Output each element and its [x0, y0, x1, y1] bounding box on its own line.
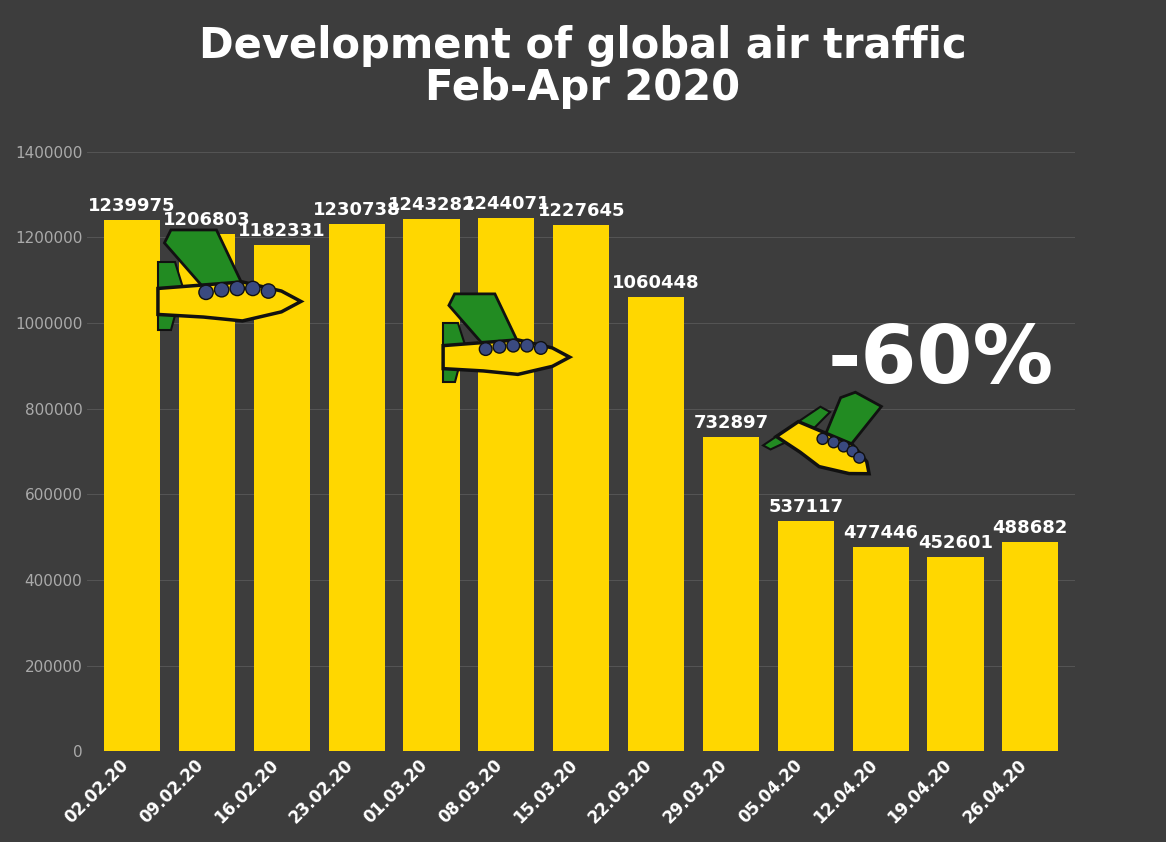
Text: 1182331: 1182331 — [238, 221, 325, 240]
Ellipse shape — [817, 434, 828, 445]
Ellipse shape — [493, 340, 506, 353]
Bar — [553, 226, 610, 751]
Ellipse shape — [246, 281, 260, 296]
Bar — [927, 557, 984, 751]
Bar — [178, 234, 236, 751]
Text: 1206803: 1206803 — [163, 211, 251, 229]
Ellipse shape — [199, 285, 213, 300]
Ellipse shape — [479, 343, 492, 355]
Bar — [329, 224, 385, 751]
Text: 477446: 477446 — [843, 524, 918, 541]
Polygon shape — [443, 340, 570, 375]
Ellipse shape — [215, 283, 229, 297]
Ellipse shape — [838, 441, 849, 452]
Bar — [852, 546, 908, 751]
Polygon shape — [164, 230, 243, 301]
Ellipse shape — [230, 281, 245, 296]
Polygon shape — [157, 282, 301, 321]
Text: 1230738: 1230738 — [312, 201, 400, 219]
Text: 537117: 537117 — [768, 498, 843, 516]
Polygon shape — [443, 322, 466, 348]
Ellipse shape — [848, 445, 858, 456]
Polygon shape — [822, 392, 881, 450]
Text: 1060448: 1060448 — [612, 274, 700, 292]
Bar — [628, 297, 684, 751]
Polygon shape — [157, 263, 184, 291]
Ellipse shape — [261, 284, 275, 298]
Text: Feb-Apr 2020: Feb-Apr 2020 — [426, 67, 740, 109]
Polygon shape — [777, 422, 869, 474]
Bar — [254, 245, 310, 751]
Polygon shape — [443, 363, 461, 382]
Bar — [104, 220, 160, 751]
Bar — [778, 521, 834, 751]
Bar — [403, 219, 459, 751]
Bar — [1003, 542, 1059, 751]
Ellipse shape — [534, 342, 547, 354]
Ellipse shape — [521, 339, 533, 352]
Polygon shape — [157, 308, 177, 330]
Text: Development of global air traffic: Development of global air traffic — [199, 25, 967, 67]
Bar — [478, 218, 534, 751]
Text: 452601: 452601 — [918, 534, 993, 552]
Polygon shape — [449, 294, 518, 357]
Text: -60%: -60% — [828, 322, 1054, 401]
Polygon shape — [763, 433, 793, 450]
Ellipse shape — [828, 437, 840, 448]
Text: 1244071: 1244071 — [463, 195, 550, 213]
Ellipse shape — [854, 452, 865, 463]
Text: 732897: 732897 — [694, 414, 768, 432]
Text: 488682: 488682 — [992, 519, 1068, 536]
Text: 1227645: 1227645 — [538, 202, 625, 221]
Polygon shape — [796, 407, 830, 431]
Bar — [703, 437, 759, 751]
Text: 1243282: 1243282 — [388, 195, 476, 214]
Ellipse shape — [507, 339, 520, 352]
Text: 1239975: 1239975 — [89, 197, 176, 215]
